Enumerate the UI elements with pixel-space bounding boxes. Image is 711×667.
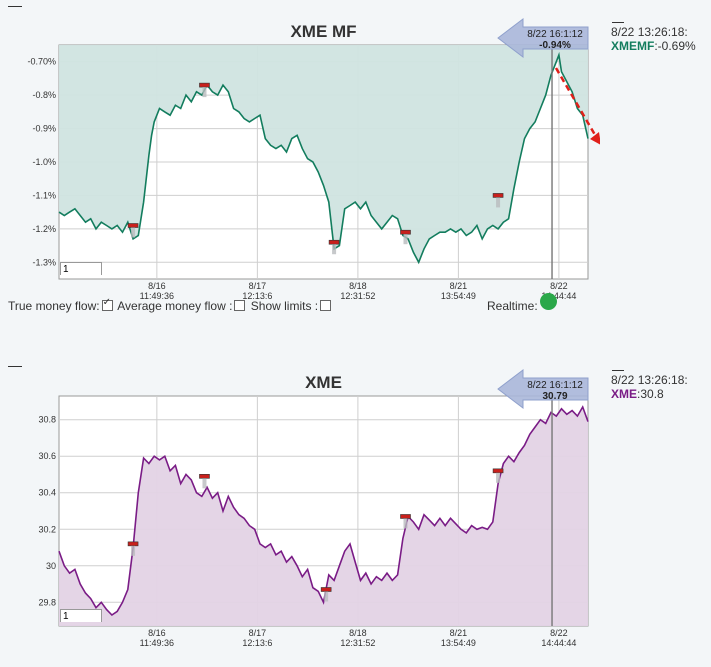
range-input-wrap (60, 262, 102, 275)
money-flow-readout: 8/22 13:26:18: XMEMF:-0.69% (611, 25, 696, 53)
signal-marker (199, 82, 210, 88)
signal-marker (127, 223, 139, 228)
signal-marker-shadow (202, 478, 207, 489)
readout-time: 8/22 13:26:18: (611, 25, 688, 39)
x-tick-date: 8/16 (148, 281, 166, 291)
y-tick-label: 30.6 (38, 451, 56, 461)
show-limits-checkbox[interactable] (320, 300, 332, 312)
y-tick-label: -0.9% (32, 124, 56, 134)
x-tick-date: 8/22 (550, 628, 568, 638)
signal-marker (199, 474, 210, 479)
true-flow-checkbox[interactable] (101, 297, 113, 312)
side-dash (612, 22, 624, 23)
signal-marker (328, 239, 340, 245)
x-tick-date: 8/16 (148, 628, 166, 638)
signal-marker (400, 229, 411, 235)
money-flow-chart[interactable]: XME MF -1.3% -1.2% -1.1% -1.0% -0.9% -0.8% -0.7… (0, 0, 600, 300)
avg-flow-label: Average money flow : (117, 299, 233, 313)
signal-marker-shadow (332, 244, 337, 255)
show-limits-label: Show limits : (250, 299, 319, 313)
x-tick-time: 14:44:44 (541, 291, 576, 300)
realtime-label: Realtime: (487, 299, 538, 313)
range-input-wrap (60, 609, 102, 622)
chart-controls: True money flow: Average money flow : Sh… (8, 297, 333, 313)
y-tick-label: -1.0% (32, 157, 56, 167)
chart-title: XME (305, 373, 342, 392)
y-tick-label: -1.3% (32, 257, 56, 267)
readout-symbol: XME (611, 387, 638, 401)
money-flow-panel: XME MF -1.3% -1.2% -1.1% -1.0% -0.9% -0.8% -0.7… (0, 0, 711, 330)
signal-marker-shadow (202, 87, 207, 98)
x-tick-time: 11:49:36 (140, 638, 174, 648)
series-area (59, 407, 588, 626)
x-tick-time: 12:31:52 (340, 638, 375, 648)
side-dash (612, 370, 624, 371)
y-tick-label: -1.1% (32, 190, 56, 200)
tooltip-value: -0.94% (539, 40, 571, 51)
range-input[interactable] (60, 262, 102, 275)
x-tick-date: 8/21 (450, 628, 468, 638)
signal-marker (127, 541, 139, 547)
x-tick-time: 13:54:49 (441, 291, 476, 300)
x-tick-time: 13:54:49 (441, 638, 476, 648)
y-tick-label: 30.4 (38, 488, 56, 498)
signal-marker-shadow (403, 518, 408, 529)
x-tick-time: 12:31:52 (340, 291, 375, 300)
signal-marker-shadow (131, 545, 136, 556)
range-input[interactable] (60, 609, 102, 622)
readout-time: 8/22 13:26:18: (611, 373, 688, 387)
y-tick-label: 30.2 (38, 524, 56, 534)
price-panel: XME 29.8 30 30.2 30.4 30.6 30.8 8/16 11:49:36 8/1… (0, 360, 711, 667)
readout-value: :30.8 (637, 387, 664, 401)
signal-marker-shadow (131, 227, 136, 238)
panel-dash (8, 366, 22, 367)
y-tick-label: 30 (46, 561, 56, 571)
y-tick-label: -0.70% (27, 57, 56, 67)
tooltip-arrow-icon (497, 368, 589, 410)
signal-marker (492, 468, 504, 474)
tooltip-arrow-icon (497, 17, 589, 59)
series-area (59, 45, 588, 263)
realtime-indicator-icon[interactable] (540, 293, 557, 310)
chart-title: XME MF (290, 22, 356, 41)
signal-marker-shadow (496, 197, 501, 208)
signal-marker (320, 587, 332, 592)
y-tick-label: 30.8 (38, 415, 56, 425)
signal-marker (492, 193, 504, 198)
x-tick-date: 8/18 (349, 281, 367, 291)
true-flow-label: True money flow: (8, 299, 100, 313)
x-tick-time: 12:13:6 (242, 291, 272, 300)
trend-arrowhead-icon (590, 132, 600, 145)
readout-symbol: XMEMF (611, 39, 655, 53)
trend-arrow-line (554, 67, 600, 141)
x-tick-time: 12:13:6 (242, 638, 272, 648)
avg-flow-checkbox[interactable] (234, 300, 246, 312)
x-tick-time: 11:49:36 (140, 291, 174, 300)
panel-dash (8, 6, 22, 7)
cursor-tooltip: 8/22 16:1:12-0.94% (497, 17, 589, 59)
price-readout: 8/22 13:26:18: XME:30.8 (611, 373, 688, 401)
x-tick-time: 14:44:44 (541, 638, 576, 648)
tooltip-value: 30.79 (542, 391, 567, 402)
signal-marker-shadow (324, 591, 329, 602)
signal-marker-shadow (496, 472, 501, 483)
series-line (58, 51, 589, 265)
signal-marker-shadow (403, 234, 408, 245)
readout-value: :-0.69% (654, 39, 696, 53)
x-tick-date: 8/17 (249, 281, 267, 291)
y-tick-label: -0.8% (32, 90, 56, 100)
signal-marker (400, 514, 411, 519)
x-tick-date: 8/18 (349, 628, 367, 638)
x-tick-date: 8/22 (550, 281, 568, 291)
x-tick-date: 8/17 (249, 628, 267, 638)
tooltip-time: 8/22 16:1:12 (527, 29, 583, 40)
y-tick-label: -1.2% (32, 224, 56, 234)
y-tick-label: 29.8 (38, 597, 56, 607)
tooltip-time: 8/22 16:1:12 (527, 380, 583, 391)
x-tick-date: 8/21 (450, 281, 468, 291)
